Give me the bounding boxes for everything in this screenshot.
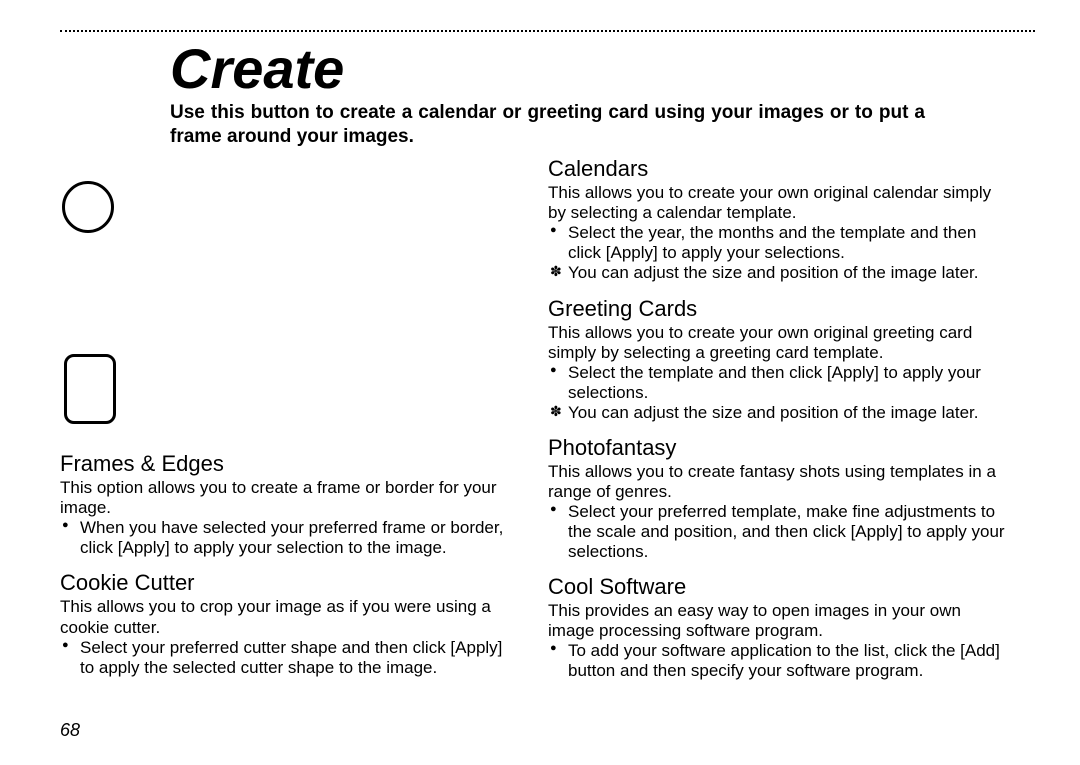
top-rule bbox=[60, 30, 1035, 32]
section-heading: Cookie Cutter bbox=[60, 570, 520, 596]
section-bullet: Select the template and then click [Appl… bbox=[562, 363, 1008, 403]
section-desc: This allows you to create your own origi… bbox=[548, 323, 1008, 363]
section-desc: This allows you to create your own origi… bbox=[548, 183, 1008, 223]
section-desc: This allows you to crop your image as if… bbox=[60, 597, 520, 637]
manual-page: Create Use this button to create a calen… bbox=[0, 0, 1080, 765]
page-number: 68 bbox=[60, 720, 80, 741]
section-desc: This provides an easy way to open images… bbox=[548, 601, 1008, 641]
section-heading: Frames & Edges bbox=[60, 451, 520, 477]
section-heading: Greeting Cards bbox=[548, 296, 1008, 322]
greeting-cards-section: Greeting Cards This allows you to create… bbox=[548, 296, 1008, 423]
columns: Frames & Edges This option allows you to… bbox=[60, 156, 1035, 693]
calendars-section: Calendars This allows you to create your… bbox=[548, 156, 1008, 283]
section-bullet: Select the year, the months and the temp… bbox=[562, 223, 1008, 263]
page-title: Create bbox=[170, 40, 1035, 99]
rounded-rect-icon bbox=[64, 354, 116, 424]
section-desc: This allows you to create fantasy shots … bbox=[548, 462, 1008, 502]
circle-icon bbox=[62, 181, 114, 233]
photofantasy-section: Photofantasy This allows you to create f… bbox=[548, 435, 1008, 562]
section-bullet: Select your preferred cutter shape and t… bbox=[74, 638, 520, 678]
section-desc: This option allows you to create a frame… bbox=[60, 478, 520, 518]
section-heading: Cool Software bbox=[548, 574, 1008, 600]
left-icons bbox=[60, 156, 520, 451]
section-bullet: To add your software application to the … bbox=[562, 641, 1008, 681]
right-column: Calendars This allows you to create your… bbox=[548, 156, 1008, 693]
cookie-cutter-section: Cookie Cutter This allows you to crop yo… bbox=[60, 570, 520, 677]
section-heading: Photofantasy bbox=[548, 435, 1008, 461]
left-column: Frames & Edges This option allows you to… bbox=[60, 156, 520, 693]
section-note: You can adjust the size and position of … bbox=[548, 263, 1008, 283]
section-bullet: When you have selected your preferred fr… bbox=[74, 518, 520, 558]
cool-software-section: Cool Software This provides an easy way … bbox=[548, 574, 1008, 681]
intro-text: Use this button to create a calendar or … bbox=[170, 101, 925, 149]
frames-edges-section: Frames & Edges This option allows you to… bbox=[60, 451, 520, 558]
section-note: You can adjust the size and position of … bbox=[548, 403, 1008, 423]
section-bullet: Select your preferred template, make fin… bbox=[562, 502, 1008, 562]
section-heading: Calendars bbox=[548, 156, 1008, 182]
